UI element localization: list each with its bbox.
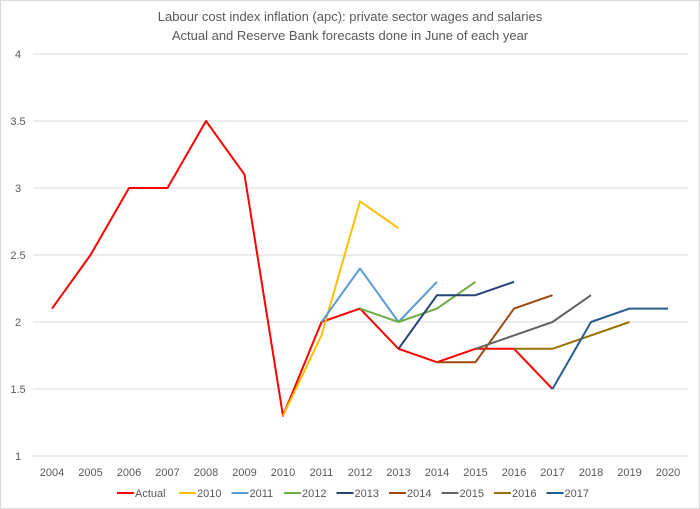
x-tick-label: 2014 <box>425 467 449 479</box>
y-tick-label: 4 <box>15 49 21 61</box>
legend-label: Actual <box>135 488 166 500</box>
series-line-2014 <box>437 294 553 364</box>
x-tick-label: 2009 <box>232 467 256 479</box>
series-line-2017 <box>551 307 668 390</box>
legend-item-2016: 2016 <box>494 488 536 500</box>
legend-item-2010: 2010 <box>179 488 221 500</box>
legend-label: 2014 <box>407 488 431 500</box>
x-tick-label: 2017 <box>540 467 564 479</box>
y-tick-label: 3.5 <box>10 116 25 128</box>
legend-item-2017: 2017 <box>546 488 589 500</box>
legend-label: 2016 <box>512 488 536 500</box>
x-tick-label: 2005 <box>78 467 102 479</box>
legend-label: 2011 <box>250 488 274 500</box>
y-tick-label: 1.5 <box>10 384 25 396</box>
x-tick-label: 2016 <box>502 467 526 479</box>
series-line-2010 <box>282 200 400 417</box>
legend-item-actual: Actual <box>117 488 166 500</box>
series-line-2013 <box>397 280 515 350</box>
legend-item-2011: 2011 <box>231 488 274 500</box>
series-line-2015 <box>475 294 592 350</box>
x-tick-label: 2013 <box>386 467 410 479</box>
x-tick-label: 2004 <box>40 467 64 479</box>
x-tick-label: 2020 <box>656 467 680 479</box>
x-tick-label: 2007 <box>155 467 179 479</box>
y-tick-label: 1 <box>15 451 21 463</box>
series-line-2016 <box>514 321 630 350</box>
chart-subtitle: Actual and Reserve Bank forecasts done i… <box>172 28 529 43</box>
legend-label: 2015 <box>460 488 484 500</box>
legend-item-2014: 2014 <box>389 488 431 500</box>
series-line-actual <box>51 120 554 417</box>
legend-label: 2012 <box>302 488 326 500</box>
legend-label: 2013 <box>355 488 379 500</box>
legend-item-2012: 2012 <box>284 488 326 500</box>
x-tick-label: 2015 <box>463 467 487 479</box>
x-tick-label: 2008 <box>194 467 218 479</box>
legend-label: 2010 <box>197 488 221 500</box>
legend-label: 2017 <box>565 488 589 500</box>
x-tick-label: 2011 <box>310 467 334 479</box>
y-tick-label: 2.5 <box>10 250 25 262</box>
x-tick-label: 2012 <box>348 467 372 479</box>
y-tick-label: 2 <box>15 317 21 329</box>
x-tick-label: 2006 <box>117 467 141 479</box>
x-tick-label: 2019 <box>617 467 641 479</box>
legend-item-2013: 2013 <box>336 488 379 500</box>
y-tick-label: 3 <box>15 183 21 195</box>
chart-title: Labour cost index inflation (apc): priva… <box>158 9 543 24</box>
x-tick-label: 2010 <box>271 467 295 479</box>
series-line-2011 <box>320 267 438 323</box>
legend-item-2015: 2015 <box>441 488 484 500</box>
x-tick-label: 2018 <box>579 467 603 479</box>
